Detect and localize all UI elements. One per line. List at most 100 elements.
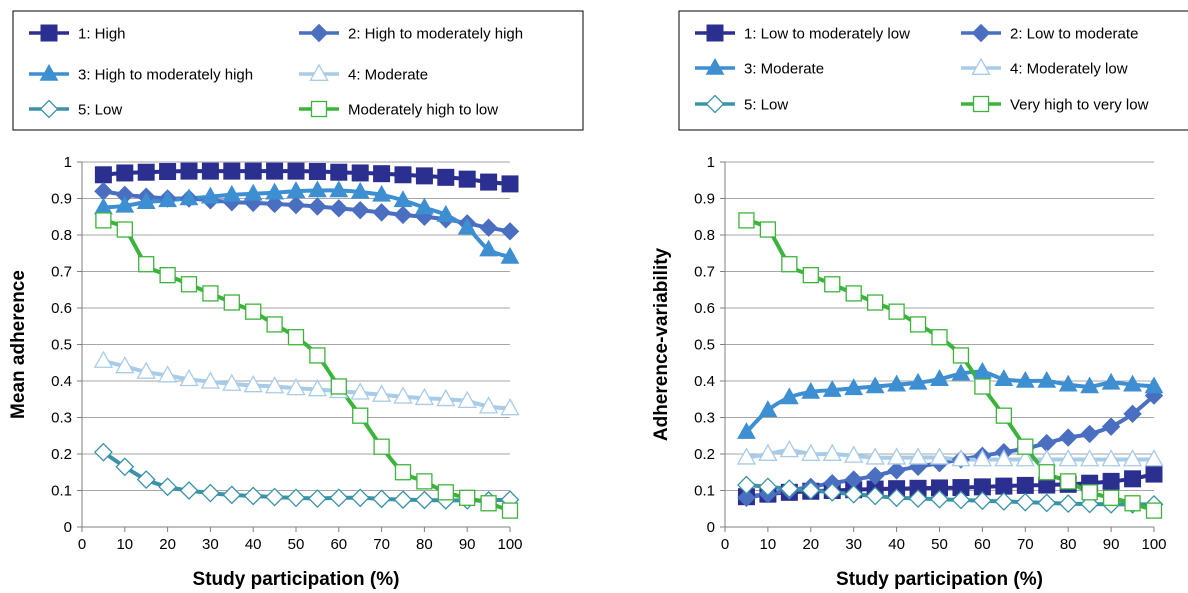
x-tick-label: 10 xyxy=(116,536,133,553)
y-axis-title: Mean adherence xyxy=(8,270,29,419)
data-point xyxy=(865,466,885,486)
data-point xyxy=(200,371,221,389)
data-point xyxy=(1122,449,1143,467)
data-point xyxy=(201,162,219,180)
data-point xyxy=(759,221,777,238)
data-point xyxy=(1145,465,1163,483)
data-point xyxy=(844,445,864,463)
data-point xyxy=(394,166,412,184)
data-point xyxy=(200,186,220,204)
legend-label: 3: Moderate xyxy=(744,61,824,78)
data-point xyxy=(138,256,155,273)
data-point xyxy=(1016,476,1034,494)
y-tick-label: 0.1 xyxy=(51,483,72,500)
chart-adherence-variability: 1: Low to moderately low 2: Low to modera… xyxy=(651,10,1188,590)
legend-icon-marker xyxy=(971,23,991,43)
legend-label: Very high to very low xyxy=(1010,97,1149,114)
data-point xyxy=(1015,492,1035,512)
data-point xyxy=(307,489,327,508)
data-point xyxy=(437,484,454,501)
data-point xyxy=(394,464,412,481)
data-point xyxy=(1145,502,1163,519)
data-point xyxy=(908,372,928,390)
data-point xyxy=(265,194,284,214)
x-tick-label: 60 xyxy=(974,536,991,553)
x-tick-label: 20 xyxy=(802,536,819,553)
legend-label: 4: Moderate xyxy=(348,67,428,84)
data-point xyxy=(116,164,134,182)
data-point xyxy=(500,246,520,264)
series-markers xyxy=(93,180,520,264)
legend-icon-marker xyxy=(971,57,991,75)
data-point xyxy=(458,170,476,188)
data-point xyxy=(180,162,198,180)
data-point xyxy=(480,173,498,191)
data-point xyxy=(373,438,390,455)
data-point xyxy=(758,400,778,417)
x-tick-label: 10 xyxy=(760,536,777,553)
data-point xyxy=(414,197,434,215)
data-point xyxy=(801,443,821,461)
data-point xyxy=(372,203,391,222)
data-point xyxy=(180,276,198,293)
data-point xyxy=(1058,449,1078,467)
data-point xyxy=(309,347,326,364)
data-point xyxy=(222,373,242,391)
data-point xyxy=(1015,449,1035,467)
x-tick-label: 50 xyxy=(931,536,948,553)
data-point xyxy=(1079,449,1100,467)
data-point xyxy=(414,387,435,406)
data-point xyxy=(845,285,862,302)
data-point xyxy=(416,473,433,490)
data-point xyxy=(822,443,842,461)
series-markers xyxy=(737,361,1164,439)
data-point xyxy=(994,449,1014,467)
data-point xyxy=(480,495,497,512)
data-point xyxy=(308,197,327,216)
data-point xyxy=(266,316,283,333)
data-point xyxy=(351,164,369,182)
data-point xyxy=(286,181,306,198)
y-tick-label: 1 xyxy=(64,154,72,171)
data-point xyxy=(329,180,349,198)
x-tick-label: 90 xyxy=(1103,536,1120,553)
y-tick-label: 0.3 xyxy=(694,410,715,427)
data-point xyxy=(329,488,349,508)
data-point xyxy=(415,167,433,185)
series-line xyxy=(101,218,512,513)
data-point xyxy=(887,488,907,508)
data-point xyxy=(930,489,949,509)
legend-label: 2: High to moderately high xyxy=(348,26,523,43)
data-point xyxy=(802,266,819,284)
y-tick-label: 0 xyxy=(707,519,715,536)
data-point xyxy=(1037,493,1057,513)
data-point xyxy=(1015,370,1035,388)
legend-icon-marker xyxy=(706,24,724,42)
data-point xyxy=(115,457,135,477)
data-point xyxy=(1124,470,1142,488)
data-point xyxy=(307,379,328,397)
data-point xyxy=(222,184,242,202)
x-tick-label: 0 xyxy=(721,536,729,553)
y-axis-title: Adherence-variability xyxy=(651,247,672,441)
legend-icon-marker xyxy=(309,63,329,81)
data-point xyxy=(758,443,778,461)
data-point xyxy=(908,489,928,508)
series-markers xyxy=(738,212,1163,519)
data-point xyxy=(1102,489,1120,506)
data-point xyxy=(308,162,326,180)
chart-mean-adherence: 1: High 2: High to moderately high 3: High… xyxy=(8,10,584,590)
data-point xyxy=(372,184,392,202)
data-point xyxy=(436,204,456,222)
data-point xyxy=(352,407,369,424)
data-point xyxy=(307,180,327,198)
data-point xyxy=(243,183,263,201)
data-point xyxy=(94,181,113,201)
y-tick-label: 0.7 xyxy=(694,264,715,281)
data-point xyxy=(93,350,114,368)
data-point xyxy=(801,381,821,399)
legend-label: 3: High to moderately high xyxy=(78,67,253,84)
data-point xyxy=(1080,376,1100,394)
data-point xyxy=(479,239,499,257)
data-point xyxy=(822,380,842,397)
